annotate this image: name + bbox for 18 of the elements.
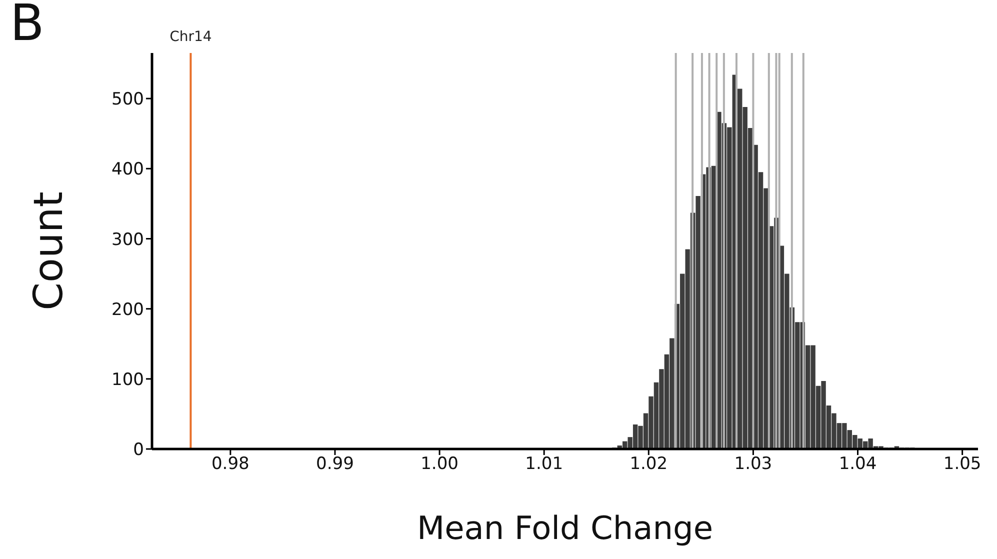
x-tick-label: 1.04 [838, 454, 877, 474]
chart-title: B [10, 0, 44, 52]
ref-line-label: Chr14 [170, 29, 212, 45]
x-tick-label: 1.05 [943, 454, 982, 474]
x-tick-label: 1.02 [630, 454, 668, 474]
y-tick-label: 0 [133, 440, 144, 460]
y-tick-label: 200 [112, 300, 144, 320]
x-tick-label: 1.00 [420, 454, 458, 474]
y-tick-label: 400 [112, 160, 144, 180]
y-tick-label: 500 [112, 90, 144, 110]
x-tick-label: 1.01 [525, 454, 564, 474]
x-tick-label: 1.03 [734, 454, 772, 474]
y-tick-label: 300 [112, 230, 144, 250]
x-axis-title: Mean Fold Change [416, 509, 714, 547]
y-tick-label: 100 [112, 370, 144, 390]
x-tick-label: 0.98 [211, 454, 250, 474]
y-axis-title: Count [26, 192, 72, 310]
x-tick-label: 0.99 [316, 454, 354, 474]
